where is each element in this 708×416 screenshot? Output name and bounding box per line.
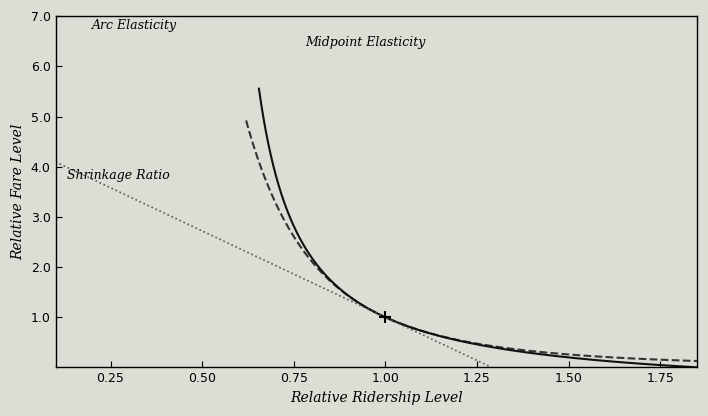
Text: Midpoint Elasticity: Midpoint Elasticity: [304, 36, 425, 49]
Text: Arc Elasticity: Arc Elasticity: [92, 19, 177, 32]
X-axis label: Relative Ridership Level: Relative Ridership Level: [290, 391, 462, 405]
Text: Shrinkage Ratio: Shrinkage Ratio: [67, 169, 169, 182]
Y-axis label: Relative Fare Level: Relative Fare Level: [11, 124, 25, 260]
